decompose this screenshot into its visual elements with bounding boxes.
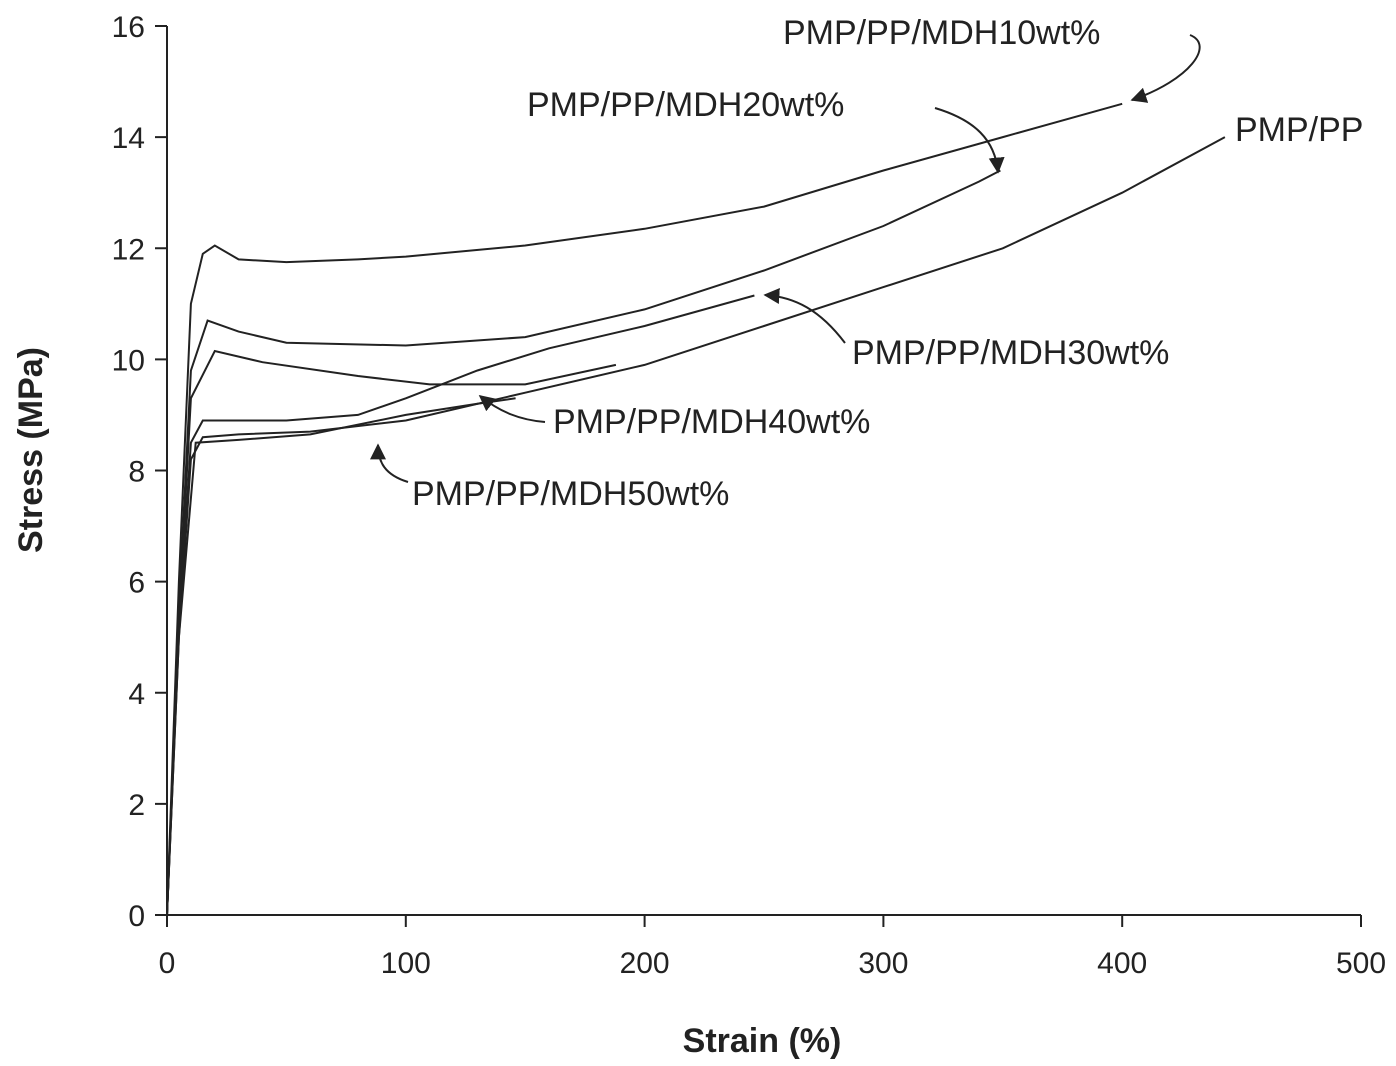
y-tick-label: 4 [128,678,145,711]
x-tick-label: 500 [1336,947,1386,980]
series-line [166,294,755,916]
y-tick-label: 0 [128,900,145,933]
annotation-arrow [1130,34,1201,103]
series-label: PMP/PP/MDH40wt% [553,403,870,441]
y-tick-label: 2 [128,789,145,822]
y-tick-label: 14 [112,122,145,155]
annotation-arrow [934,107,1005,174]
x-tick-label: 0 [159,947,176,980]
x-tick-label: 200 [620,947,670,980]
y-tick-label: 8 [128,456,145,489]
y-tick-label: 16 [112,11,145,44]
annotation-arrow [370,443,409,483]
series-label: PMP/PP [1235,111,1363,149]
annotation-arrow [763,287,846,344]
series-line [166,136,1226,916]
series-label: PMP/PP/MDH20wt% [527,86,844,124]
x-tick-label: 300 [858,947,908,980]
series-label: PMP/PP/MDH50wt% [412,475,729,513]
y-tick-label: 10 [112,344,145,377]
y-tick-label: 12 [112,233,145,266]
series-label: PMP/PP/MDH30wt% [852,334,1169,372]
annotation-arrow [478,395,546,423]
x-axis-title: Strain (%) [683,1022,842,1060]
series-line [166,349,617,916]
x-tick-label: 400 [1097,947,1147,980]
y-tick-label: 6 [128,567,145,600]
y-axis-title: Stress (MPa) [12,347,50,553]
series-label: PMP/PP/MDH10wt% [783,14,1100,52]
series-line [166,169,1001,916]
series-line [166,102,1123,916]
series-line [166,397,516,916]
x-tick-label: 100 [381,947,431,980]
